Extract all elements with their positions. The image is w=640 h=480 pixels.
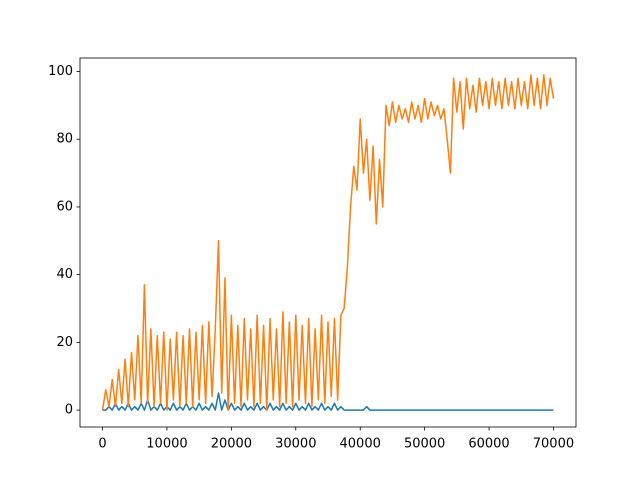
x-tick-label: 70000: [533, 437, 574, 452]
data-line: [101, 74, 555, 411]
x-tick-label: 10000: [146, 437, 187, 452]
y-tick-label: 20: [56, 335, 73, 350]
y-tick-label: 80: [56, 132, 73, 147]
x-tick-label: 40000: [340, 437, 381, 452]
plot-area: [101, 74, 555, 411]
axes-frame: [79, 57, 577, 428]
y-tick-label: 40: [56, 267, 73, 282]
x-tick-label: 30000: [275, 437, 316, 452]
y-tick-label: 0: [65, 403, 73, 418]
x-tick-label: 0: [98, 437, 106, 452]
data-line: [102, 392, 554, 411]
x-tick-label: 60000: [468, 437, 509, 452]
y-tick-label: 60: [56, 199, 73, 214]
x-tick-label: 50000: [404, 437, 445, 452]
y-tick-label: 100: [48, 64, 73, 79]
x-tick-label: 20000: [211, 437, 252, 452]
